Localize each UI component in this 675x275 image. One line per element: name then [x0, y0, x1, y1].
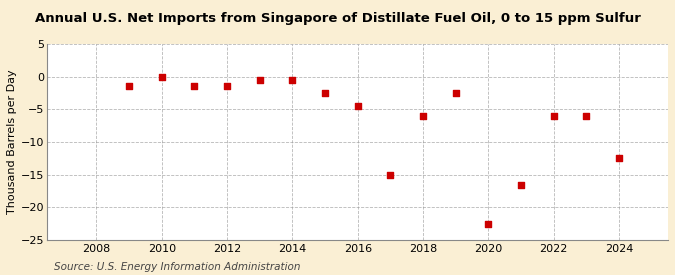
Y-axis label: Thousand Barrels per Day: Thousand Barrels per Day — [7, 70, 17, 214]
Point — [287, 78, 298, 82]
Point — [483, 222, 494, 226]
Point — [189, 84, 200, 89]
Point — [581, 114, 592, 118]
Point — [614, 156, 624, 161]
Point — [221, 84, 232, 89]
Point — [320, 91, 331, 95]
Text: Annual U.S. Net Imports from Singapore of Distillate Fuel Oil, 0 to 15 ppm Sulfu: Annual U.S. Net Imports from Singapore o… — [34, 12, 641, 25]
Text: Source: U.S. Energy Information Administration: Source: U.S. Energy Information Administ… — [54, 262, 300, 272]
Point — [516, 182, 526, 187]
Point — [254, 78, 265, 82]
Point — [124, 84, 134, 89]
Point — [385, 172, 396, 177]
Point — [157, 75, 167, 79]
Point — [548, 114, 559, 118]
Point — [418, 114, 429, 118]
Point — [450, 91, 461, 95]
Point — [352, 104, 363, 108]
